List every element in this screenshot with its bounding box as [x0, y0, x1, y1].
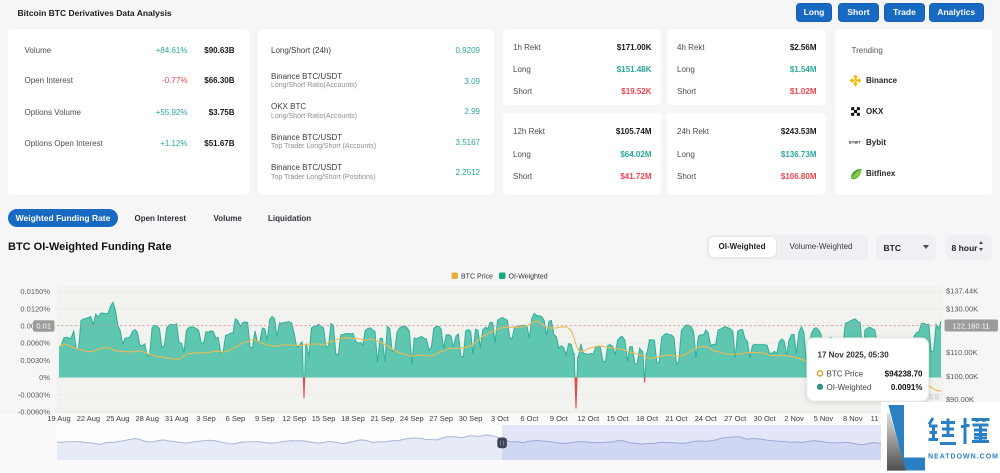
- svg-text:27 Oct: 27 Oct: [724, 414, 747, 423]
- svg-text:8 Nov: 8 Nov: [843, 414, 863, 423]
- svg-text:$130.00K: $130.00K: [946, 304, 978, 313]
- svg-text:OI-Weighted: OI-Weighted: [509, 273, 548, 280]
- svg-text:2 Nov: 2 Nov: [784, 414, 804, 423]
- svg-text:0.0091%: 0.0091%: [891, 383, 923, 392]
- svg-text:24 Sep: 24 Sep: [400, 414, 424, 423]
- svg-text:$94238.70: $94238.70: [885, 369, 923, 378]
- svg-text:9 Sep: 9 Sep: [255, 414, 275, 423]
- svg-text:-0.0060%: -0.0060%: [18, 408, 50, 417]
- svg-text:$137.44K: $137.44K: [946, 287, 978, 296]
- svg-text:3 Oct: 3 Oct: [491, 414, 510, 423]
- svg-text:18 Oct: 18 Oct: [636, 414, 659, 423]
- svg-text:0.0060%: 0.0060%: [20, 339, 50, 348]
- svg-text:17 Nov 2025, 05:30: 17 Nov 2025, 05:30: [818, 351, 890, 360]
- svg-text:30 Oct: 30 Oct: [754, 414, 777, 423]
- svg-text:-0.0030%: -0.0030%: [18, 390, 50, 399]
- svg-text:0.0150%: 0.0150%: [20, 287, 50, 296]
- svg-text:19 Aug: 19 Aug: [47, 414, 70, 423]
- svg-text:BYBIT: BYBIT: [849, 141, 862, 145]
- svg-text:31 Aug: 31 Aug: [165, 414, 188, 423]
- svg-text:21 Sep: 21 Sep: [371, 414, 395, 423]
- svg-text:OI-Weighted: OI-Weighted: [827, 383, 872, 392]
- svg-text:0.0120%: 0.0120%: [20, 304, 50, 313]
- svg-text:18 Sep: 18 Sep: [341, 414, 365, 423]
- svg-text:27 Sep: 27 Sep: [429, 414, 453, 423]
- svg-text:122,160.11: 122,160.11: [953, 321, 990, 330]
- svg-text:25 Aug: 25 Aug: [106, 414, 129, 423]
- svg-text:$110.00K: $110.00K: [946, 348, 978, 357]
- svg-text:$90.00K: $90.00K: [946, 395, 974, 404]
- svg-text:21 Oct: 21 Oct: [665, 414, 688, 423]
- svg-text:15 Sep: 15 Sep: [312, 414, 336, 423]
- svg-text:12 Sep: 12 Sep: [282, 414, 306, 423]
- svg-text:24 Oct: 24 Oct: [695, 414, 718, 423]
- svg-text:6 Sep: 6 Sep: [226, 414, 246, 423]
- svg-text:6 Oct: 6 Oct: [520, 414, 539, 423]
- svg-text:15 Oct: 15 Oct: [607, 414, 630, 423]
- svg-text:5 Nov: 5 Nov: [814, 414, 834, 423]
- svg-text:3 Sep: 3 Sep: [196, 414, 216, 423]
- svg-text:BTC Price: BTC Price: [827, 369, 864, 378]
- svg-text:0.0030%: 0.0030%: [20, 356, 50, 365]
- svg-text:0%: 0%: [39, 373, 50, 382]
- svg-text:0.01: 0.01: [36, 321, 51, 330]
- svg-text:22 Aug: 22 Aug: [77, 414, 100, 423]
- svg-text:NEATDOWN.COM: NEATDOWN.COM: [928, 454, 999, 461]
- svg-text:$100.00K: $100.00K: [946, 372, 978, 381]
- svg-text:9 Oct: 9 Oct: [550, 414, 569, 423]
- svg-text:28 Aug: 28 Aug: [136, 414, 159, 423]
- svg-text:30 Sep: 30 Sep: [459, 414, 483, 423]
- svg-text:12 Oct: 12 Oct: [577, 414, 600, 423]
- svg-text:BTC Price: BTC Price: [461, 273, 493, 280]
